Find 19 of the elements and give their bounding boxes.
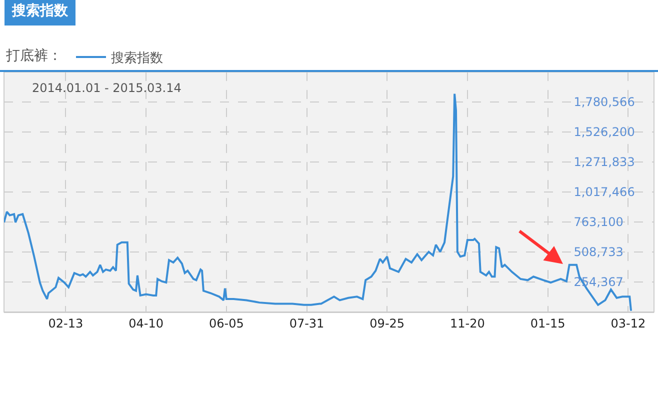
annotation: 2014.01.01 - 2015.03.14 xyxy=(32,81,182,95)
x-tick-label: 09-25 xyxy=(370,316,405,330)
y-tick-label: 1,271,833 xyxy=(574,155,635,170)
x-tick-label: 06-05 xyxy=(208,316,244,330)
legend-title: 打底裤： xyxy=(5,48,62,64)
legend-label: 搜索指数 xyxy=(111,51,163,66)
x-tick-label: 02-13 xyxy=(48,316,84,330)
x-tick-label: 04-10 xyxy=(128,316,164,330)
x-tick-label: 07-31 xyxy=(289,316,324,330)
y-tick-label: 763,100 xyxy=(574,215,624,230)
y-tick-label: 1,017,466 xyxy=(574,185,635,200)
chart-title: 搜索指数 xyxy=(11,3,69,19)
line-series xyxy=(4,92,632,312)
y-tick-label: 1,780,566 xyxy=(574,95,635,110)
x-tick-label: 03-12 xyxy=(610,316,646,330)
y-tick-label: 508,733 xyxy=(574,245,624,260)
x-tick-label: 11-20 xyxy=(450,316,485,330)
y-tick-label: 1,526,200 xyxy=(574,125,635,140)
x-tick-label: 01-15 xyxy=(530,316,566,330)
